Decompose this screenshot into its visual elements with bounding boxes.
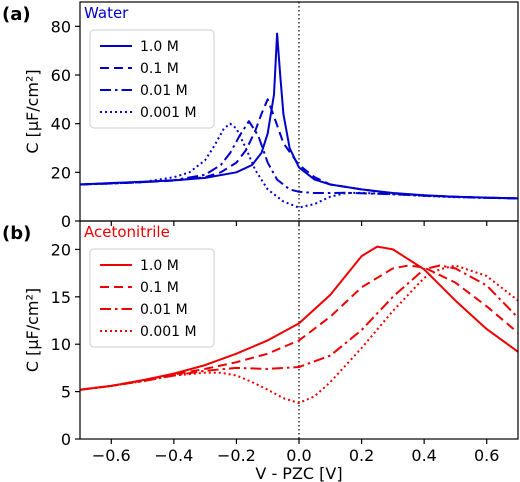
x-tick-label: 0.6 xyxy=(474,446,499,465)
y-tick-label: 40 xyxy=(51,115,71,134)
x-tick-label: −0.2 xyxy=(217,446,256,465)
panel-title: Water xyxy=(84,4,129,22)
x-tick-label: 0.4 xyxy=(411,446,436,465)
y-tick-label: 5 xyxy=(61,383,71,402)
y-tick-label: 0 xyxy=(61,430,71,449)
legend-label: 0.1 M xyxy=(140,61,179,77)
panel-label: (a) xyxy=(2,4,31,25)
legend-box xyxy=(89,29,215,129)
legend-box xyxy=(89,248,215,348)
panel-label: (b) xyxy=(2,223,31,244)
y-tick-label: 20 xyxy=(51,240,71,259)
legend-label: 1.0 M xyxy=(140,39,179,55)
y-tick-label: 10 xyxy=(51,335,71,354)
panel-1: 0 20 40 60 80 (a) Water C [μF/cm²] 1.0 M 0.1 M 0.0… xyxy=(2,1,519,231)
series-line-solid xyxy=(79,245,519,391)
x-axis-label: V - PZC [V] xyxy=(255,464,342,482)
y-tick-label: 60 xyxy=(51,66,71,85)
legend-label: 0.001 M xyxy=(140,105,197,121)
series-line-dashdot xyxy=(79,264,519,391)
x-tick-label: 0.0 xyxy=(286,446,311,465)
series-line-dotted xyxy=(79,122,519,209)
x-tick-label: 0.2 xyxy=(349,446,374,465)
panel-2: 0 5 10 15 20 −0.6 −0.4 −0.2 0.0 0.2 0.4 0.6 (b) Aceto… xyxy=(2,220,519,482)
y-tick-label: 20 xyxy=(51,163,71,182)
panel-title: Acetonitrile xyxy=(84,223,170,241)
y-tick-label: 15 xyxy=(51,288,71,307)
legend-label: 0.01 M xyxy=(140,302,188,318)
legend-label: 0.001 M xyxy=(140,324,197,340)
legend-label: 0.1 M xyxy=(140,280,179,296)
y-axis-label: C [μF/cm²] xyxy=(23,288,42,372)
series-line-dotted xyxy=(79,264,519,404)
series-line-dashed xyxy=(79,264,519,391)
y-axis-label: C [μF/cm²] xyxy=(23,69,42,153)
legend-label: 1.0 M xyxy=(140,258,179,274)
y-tick-label: 80 xyxy=(51,17,71,36)
legend-label: 0.01 M xyxy=(140,83,188,99)
x-tick-label: −0.4 xyxy=(154,446,193,465)
y-tick-label: 0 xyxy=(61,212,71,231)
x-tick-label: −0.6 xyxy=(92,446,131,465)
